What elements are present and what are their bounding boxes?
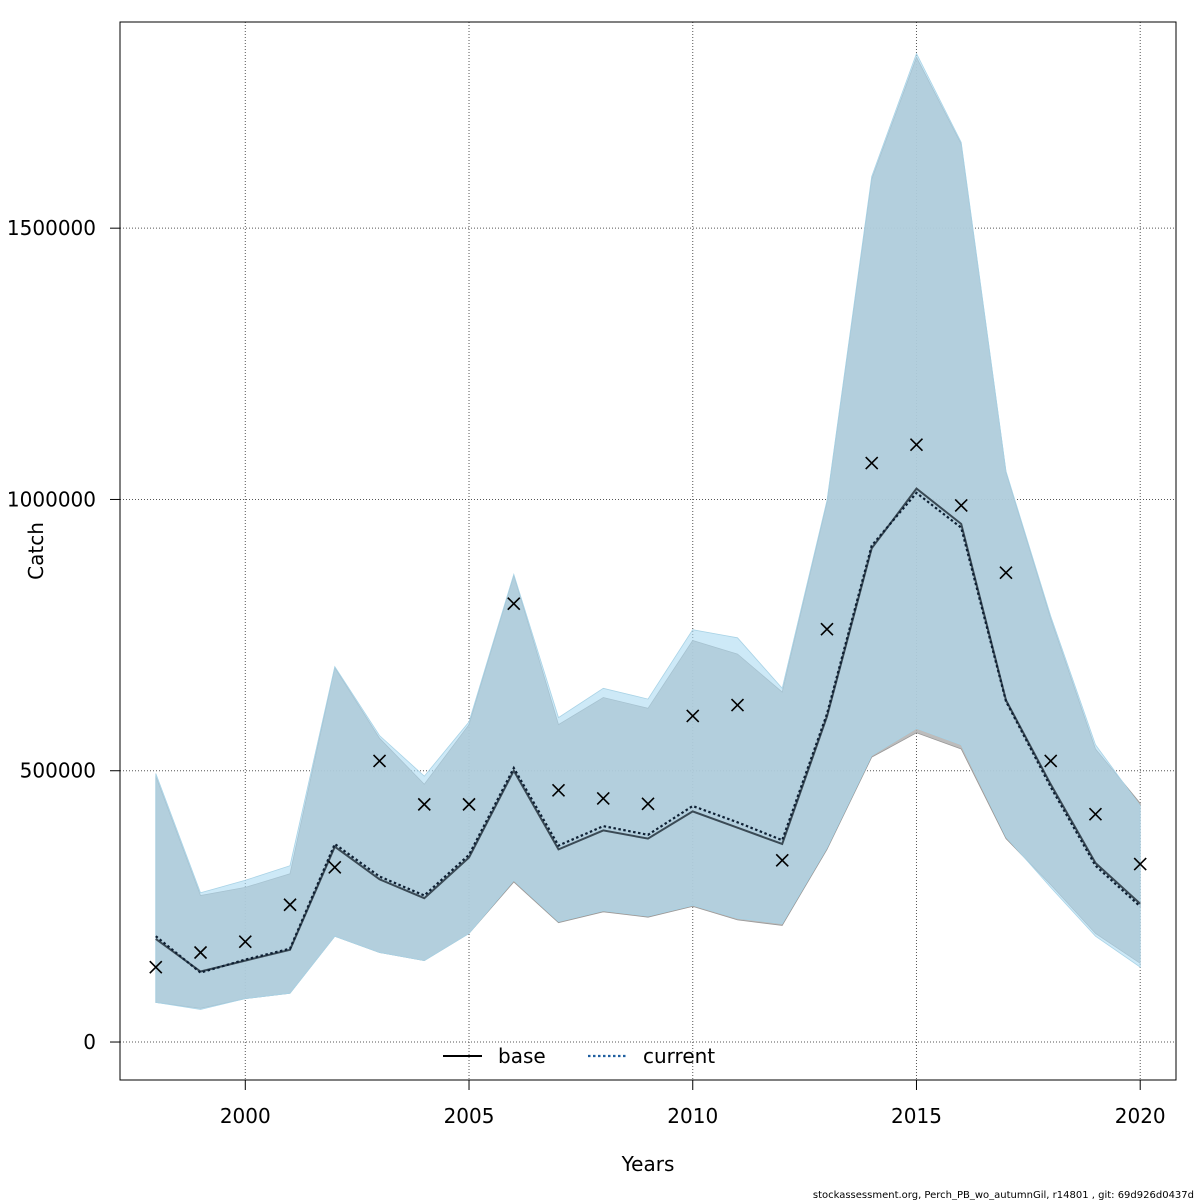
confidence-bands	[155, 52, 1141, 1010]
observed-point	[417, 797, 431, 811]
observed-point-stroke	[238, 935, 252, 949]
y-axis: 0 500000 1000000 1500000	[7, 216, 120, 1054]
observed-point	[507, 597, 521, 611]
observed-point-stroke	[596, 791, 610, 805]
observed-point	[596, 791, 610, 805]
y-tick-label: 0	[83, 1030, 96, 1054]
observed-point-stroke	[730, 698, 745, 712]
observed-point	[775, 853, 789, 867]
observed-point-stroke	[1088, 807, 1103, 821]
observed-point-stroke	[909, 438, 924, 452]
current-line	[155, 491, 1141, 974]
observed-point	[372, 754, 387, 768]
series-lines	[155, 487, 1141, 974]
legend-label-current: current	[643, 1044, 715, 1068]
y-tick-label: 1000000	[7, 487, 96, 511]
observed-point	[462, 797, 476, 811]
observed-point	[1088, 807, 1103, 821]
observed-point-stroke	[954, 498, 968, 512]
observed-point	[730, 698, 745, 712]
observed-point	[820, 622, 834, 636]
observed-point	[686, 709, 700, 723]
observed-point	[238, 935, 252, 949]
current-confidence-band	[155, 52, 1141, 1010]
observed-point-stroke	[641, 797, 655, 811]
x-tick-label: 2015	[891, 1104, 942, 1128]
observed-point-stroke	[149, 960, 163, 974]
observed-point	[551, 783, 566, 797]
observed-point-stroke	[820, 622, 834, 636]
observed-point-stroke	[283, 898, 297, 912]
x-tick-label: 2010	[667, 1104, 718, 1128]
observed-point	[641, 797, 655, 811]
observed-point	[283, 898, 297, 912]
observed-point-stroke	[1133, 857, 1147, 871]
observed-point-stroke	[193, 945, 208, 960]
legend: base current	[443, 1044, 715, 1068]
plot-frame	[119, 21, 1177, 1081]
observed-point-stroke	[417, 797, 431, 811]
footer-credit: stockassessment.org, Perch_PB_wo_autumnG…	[813, 1190, 1194, 1200]
observed-point-stroke	[328, 860, 342, 874]
x-axis: 2000 2005 2010 2015 2020	[220, 1080, 1166, 1128]
observed-point-stroke	[775, 853, 789, 867]
observed-point	[328, 860, 342, 874]
x-tick-label: 2005	[444, 1104, 495, 1128]
observed-point	[1133, 857, 1147, 871]
observed-point-stroke	[1044, 754, 1058, 768]
y-tick-label: 1500000	[7, 216, 96, 240]
observed-point-stroke	[507, 597, 521, 611]
observed-point	[149, 960, 163, 974]
y-tick-label: 500000	[20, 759, 96, 783]
observed-point-stroke	[686, 709, 700, 723]
observed-point-stroke	[551, 783, 566, 797]
observed-markers	[149, 438, 1147, 974]
observed-point-stroke	[462, 797, 476, 811]
legend-label-base: base	[498, 1044, 546, 1068]
observed-point-stroke	[372, 754, 387, 768]
observed-point	[865, 456, 879, 470]
observed-point	[193, 945, 208, 960]
observed-point-stroke	[999, 566, 1013, 580]
x-tick-label: 2020	[1115, 1104, 1166, 1128]
observed-point	[999, 566, 1013, 580]
observed-point	[909, 438, 924, 452]
observed-point-stroke	[865, 456, 879, 470]
x-axis-title: Years	[621, 1152, 675, 1176]
x-tick-label: 2000	[220, 1104, 271, 1128]
observed-point	[954, 498, 968, 512]
y-axis-title: Catch	[24, 522, 48, 580]
observed-point	[1044, 754, 1058, 768]
